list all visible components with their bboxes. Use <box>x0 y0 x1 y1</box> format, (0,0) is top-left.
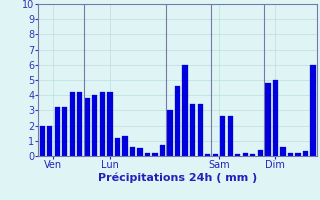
Bar <box>228 116 233 156</box>
Bar <box>137 148 143 156</box>
Bar <box>40 126 45 156</box>
Bar <box>273 80 278 156</box>
Bar <box>70 92 75 156</box>
Bar <box>62 107 68 156</box>
Bar <box>295 153 300 156</box>
Bar <box>235 154 240 156</box>
Bar <box>160 145 165 156</box>
Bar <box>130 147 135 156</box>
Bar <box>197 104 203 156</box>
Bar <box>122 136 128 156</box>
Bar <box>190 104 195 156</box>
Bar <box>212 154 218 156</box>
Bar <box>310 65 316 156</box>
Bar <box>182 65 188 156</box>
Bar <box>258 150 263 156</box>
Bar <box>100 92 105 156</box>
Bar <box>175 86 180 156</box>
Bar <box>145 153 150 156</box>
Bar <box>152 153 158 156</box>
Bar <box>55 107 60 156</box>
Bar <box>115 138 120 156</box>
Bar <box>220 116 225 156</box>
Bar <box>280 147 285 156</box>
Bar <box>85 98 90 156</box>
Bar <box>167 110 173 156</box>
Bar <box>265 83 270 156</box>
Bar <box>47 126 52 156</box>
X-axis label: Précipitations 24h ( mm ): Précipitations 24h ( mm ) <box>98 173 257 183</box>
Bar <box>288 153 293 156</box>
Bar <box>250 154 255 156</box>
Bar <box>303 151 308 156</box>
Bar <box>107 92 113 156</box>
Bar <box>77 92 83 156</box>
Bar <box>92 95 98 156</box>
Bar <box>205 154 210 156</box>
Bar <box>243 153 248 156</box>
